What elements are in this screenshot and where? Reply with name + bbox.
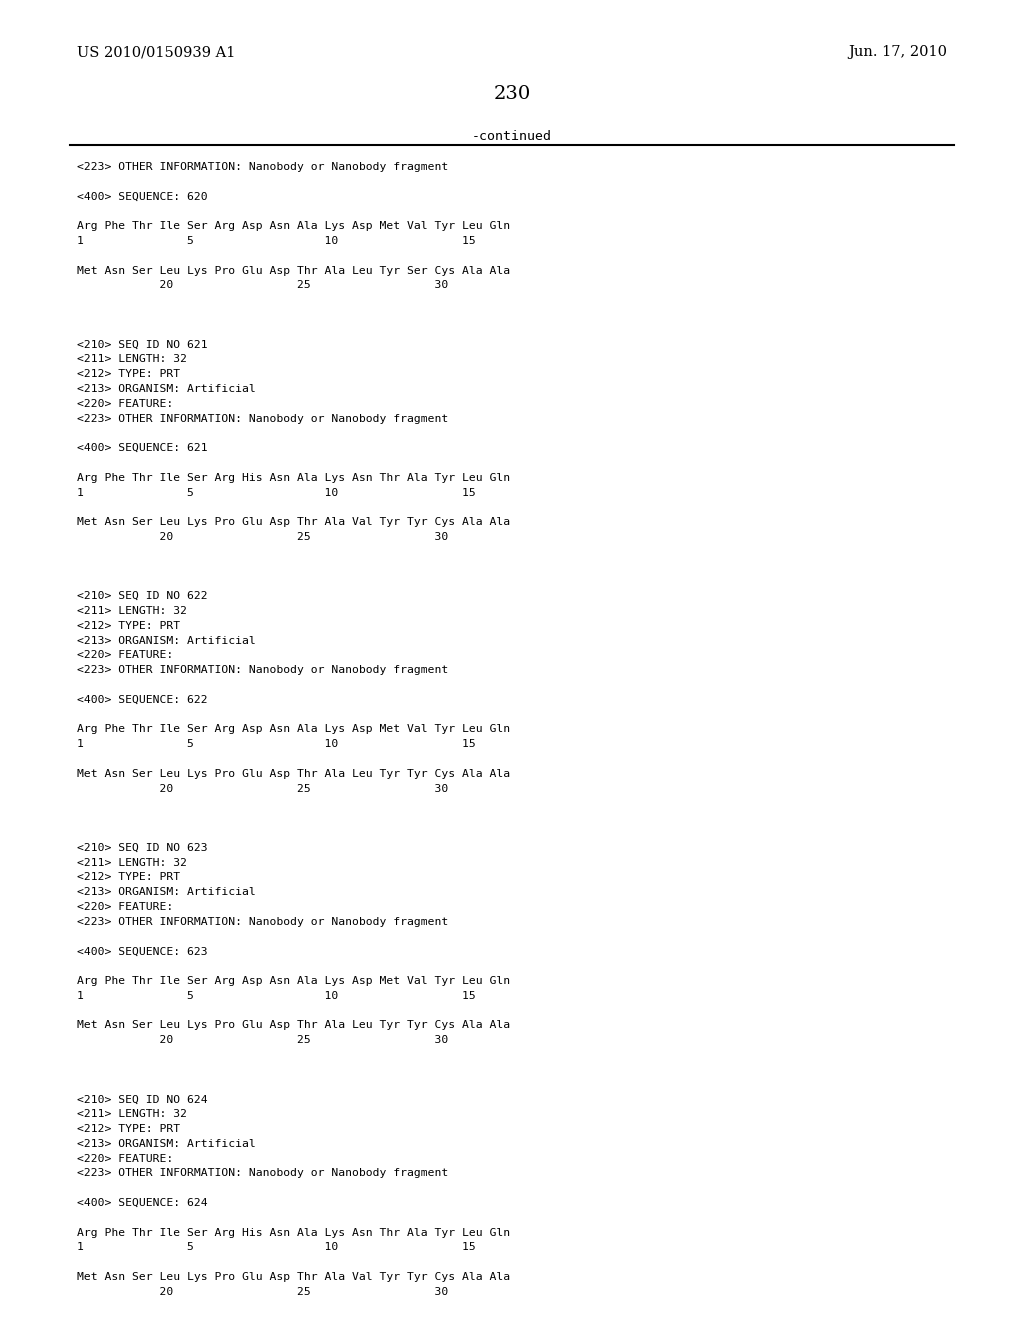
Text: <211> LENGTH: 32: <211> LENGTH: 32 xyxy=(77,858,187,867)
Text: 1               5                   10                  15: 1 5 10 15 xyxy=(77,487,476,498)
Text: US 2010/0150939 A1: US 2010/0150939 A1 xyxy=(77,45,236,59)
Text: Met Asn Ser Leu Lys Pro Glu Asp Thr Ala Val Tyr Tyr Cys Ala Ala: Met Asn Ser Leu Lys Pro Glu Asp Thr Ala … xyxy=(77,1272,510,1282)
Text: <220> FEATURE:: <220> FEATURE: xyxy=(77,1154,173,1164)
Text: 20                  25                  30: 20 25 30 xyxy=(77,784,449,793)
Text: <223> OTHER INFORMATION: Nanobody or Nanobody fragment: <223> OTHER INFORMATION: Nanobody or Nan… xyxy=(77,665,449,676)
Text: -continued: -continued xyxy=(472,129,552,143)
Text: Arg Phe Thr Ile Ser Arg His Asn Ala Lys Asn Thr Ala Tyr Leu Gln: Arg Phe Thr Ile Ser Arg His Asn Ala Lys … xyxy=(77,473,510,483)
Text: <400> SEQUENCE: 622: <400> SEQUENCE: 622 xyxy=(77,694,208,705)
Text: <400> SEQUENCE: 620: <400> SEQUENCE: 620 xyxy=(77,191,208,202)
Text: Arg Phe Thr Ile Ser Arg His Asn Ala Lys Asn Thr Ala Tyr Leu Gln: Arg Phe Thr Ile Ser Arg His Asn Ala Lys … xyxy=(77,1228,510,1238)
Text: Arg Phe Thr Ile Ser Arg Asp Asn Ala Lys Asp Met Val Tyr Leu Gln: Arg Phe Thr Ile Ser Arg Asp Asn Ala Lys … xyxy=(77,725,510,734)
Text: 1               5                   10                  15: 1 5 10 15 xyxy=(77,991,476,1001)
Text: <213> ORGANISM: Artificial: <213> ORGANISM: Artificial xyxy=(77,636,256,645)
Text: <400> SEQUENCE: 624: <400> SEQUENCE: 624 xyxy=(77,1199,208,1208)
Text: <211> LENGTH: 32: <211> LENGTH: 32 xyxy=(77,606,187,616)
Text: <223> OTHER INFORMATION: Nanobody or Nanobody fragment: <223> OTHER INFORMATION: Nanobody or Nan… xyxy=(77,1168,449,1179)
Text: <220> FEATURE:: <220> FEATURE: xyxy=(77,651,173,660)
Text: 20                  25                  30: 20 25 30 xyxy=(77,1035,449,1045)
Text: Arg Phe Thr Ile Ser Arg Asp Asn Ala Lys Asp Met Val Tyr Leu Gln: Arg Phe Thr Ile Ser Arg Asp Asn Ala Lys … xyxy=(77,222,510,231)
Text: <211> LENGTH: 32: <211> LENGTH: 32 xyxy=(77,354,187,364)
Text: <212> TYPE: PRT: <212> TYPE: PRT xyxy=(77,370,180,379)
Text: <210> SEQ ID NO 624: <210> SEQ ID NO 624 xyxy=(77,1094,208,1105)
Text: 1               5                   10                  15: 1 5 10 15 xyxy=(77,1242,476,1253)
Text: Arg Phe Thr Ile Ser Arg Asp Asn Ala Lys Asp Met Val Tyr Leu Gln: Arg Phe Thr Ile Ser Arg Asp Asn Ala Lys … xyxy=(77,975,510,986)
Text: 1               5                   10                  15: 1 5 10 15 xyxy=(77,739,476,750)
Text: 1               5                   10                  15: 1 5 10 15 xyxy=(77,236,476,246)
Text: <210> SEQ ID NO 621: <210> SEQ ID NO 621 xyxy=(77,339,208,350)
Text: <210> SEQ ID NO 623: <210> SEQ ID NO 623 xyxy=(77,842,208,853)
Text: <213> ORGANISM: Artificial: <213> ORGANISM: Artificial xyxy=(77,384,256,393)
Text: <220> FEATURE:: <220> FEATURE: xyxy=(77,902,173,912)
Text: <212> TYPE: PRT: <212> TYPE: PRT xyxy=(77,873,180,882)
Text: <213> ORGANISM: Artificial: <213> ORGANISM: Artificial xyxy=(77,1139,256,1148)
Text: <400> SEQUENCE: 623: <400> SEQUENCE: 623 xyxy=(77,946,208,957)
Text: <210> SEQ ID NO 622: <210> SEQ ID NO 622 xyxy=(77,591,208,601)
Text: <223> OTHER INFORMATION: Nanobody or Nanobody fragment: <223> OTHER INFORMATION: Nanobody or Nan… xyxy=(77,413,449,424)
Text: <400> SEQUENCE: 621: <400> SEQUENCE: 621 xyxy=(77,444,208,453)
Text: Met Asn Ser Leu Lys Pro Glu Asp Thr Ala Val Tyr Tyr Cys Ala Ala: Met Asn Ser Leu Lys Pro Glu Asp Thr Ala … xyxy=(77,517,510,527)
Text: <212> TYPE: PRT: <212> TYPE: PRT xyxy=(77,1125,180,1134)
Text: Jun. 17, 2010: Jun. 17, 2010 xyxy=(848,45,947,59)
Text: <213> ORGANISM: Artificial: <213> ORGANISM: Artificial xyxy=(77,887,256,898)
Text: <220> FEATURE:: <220> FEATURE: xyxy=(77,399,173,409)
Text: <223> OTHER INFORMATION: Nanobody or Nanobody fragment: <223> OTHER INFORMATION: Nanobody or Nan… xyxy=(77,917,449,927)
Text: 20                  25                  30: 20 25 30 xyxy=(77,1287,449,1296)
Text: <212> TYPE: PRT: <212> TYPE: PRT xyxy=(77,620,180,631)
Text: 230: 230 xyxy=(494,84,530,103)
Text: Met Asn Ser Leu Lys Pro Glu Asp Thr Ala Leu Tyr Tyr Cys Ala Ala: Met Asn Ser Leu Lys Pro Glu Asp Thr Ala … xyxy=(77,768,510,779)
Text: <211> LENGTH: 32: <211> LENGTH: 32 xyxy=(77,1109,187,1119)
Text: <223> OTHER INFORMATION: Nanobody or Nanobody fragment: <223> OTHER INFORMATION: Nanobody or Nan… xyxy=(77,162,449,172)
Text: Met Asn Ser Leu Lys Pro Glu Asp Thr Ala Leu Tyr Ser Cys Ala Ala: Met Asn Ser Leu Lys Pro Glu Asp Thr Ala … xyxy=(77,265,510,276)
Text: 20                  25                  30: 20 25 30 xyxy=(77,280,449,290)
Text: Met Asn Ser Leu Lys Pro Glu Asp Thr Ala Leu Tyr Tyr Cys Ala Ala: Met Asn Ser Leu Lys Pro Glu Asp Thr Ala … xyxy=(77,1020,510,1031)
Text: 20                  25                  30: 20 25 30 xyxy=(77,532,449,543)
